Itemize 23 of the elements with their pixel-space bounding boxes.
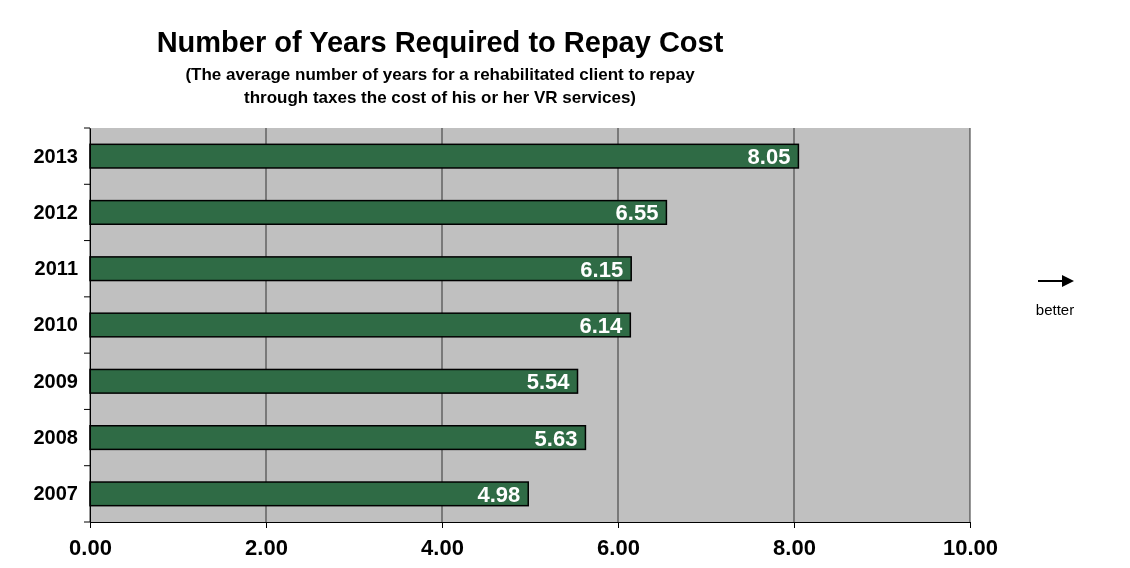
y-tick-label: 2013 [33,144,78,167]
x-tick-label: 8.00 [773,535,816,561]
data-label: 6.15 [580,256,624,282]
y-tick-label: 2008 [33,425,78,448]
y-tick-label: 2011 [34,257,78,280]
y-tick-label: 2007 [33,482,78,505]
data-label: 4.98 [477,481,521,507]
y-tick-label: 2010 [33,313,78,336]
data-label: 5.63 [534,425,578,451]
y-tick-label: 2009 [33,369,78,392]
text: better [1035,301,1075,318]
data-label: 6.14 [579,313,624,338]
data-label: 8.05 [747,144,791,170]
x-tick-label: 6.00 [597,535,640,561]
chart-title: Number of Years Required to Repay Cost [156,26,724,58]
data-label: 5.54 [526,369,571,395]
x-tick-label: 10.00 [942,535,999,561]
data-label: 6.55 [615,200,659,226]
y-tick-label: 2012 [33,200,78,223]
x-tick-label: 2.00 [245,535,288,561]
x-tick-label: 0.00 [69,535,112,561]
x-tick-label: 4.00 [421,535,464,561]
chart-subtitle: (The average number of years for a rehabilitated client to repay through taxes the cost of his or her VR services) [185,65,696,107]
